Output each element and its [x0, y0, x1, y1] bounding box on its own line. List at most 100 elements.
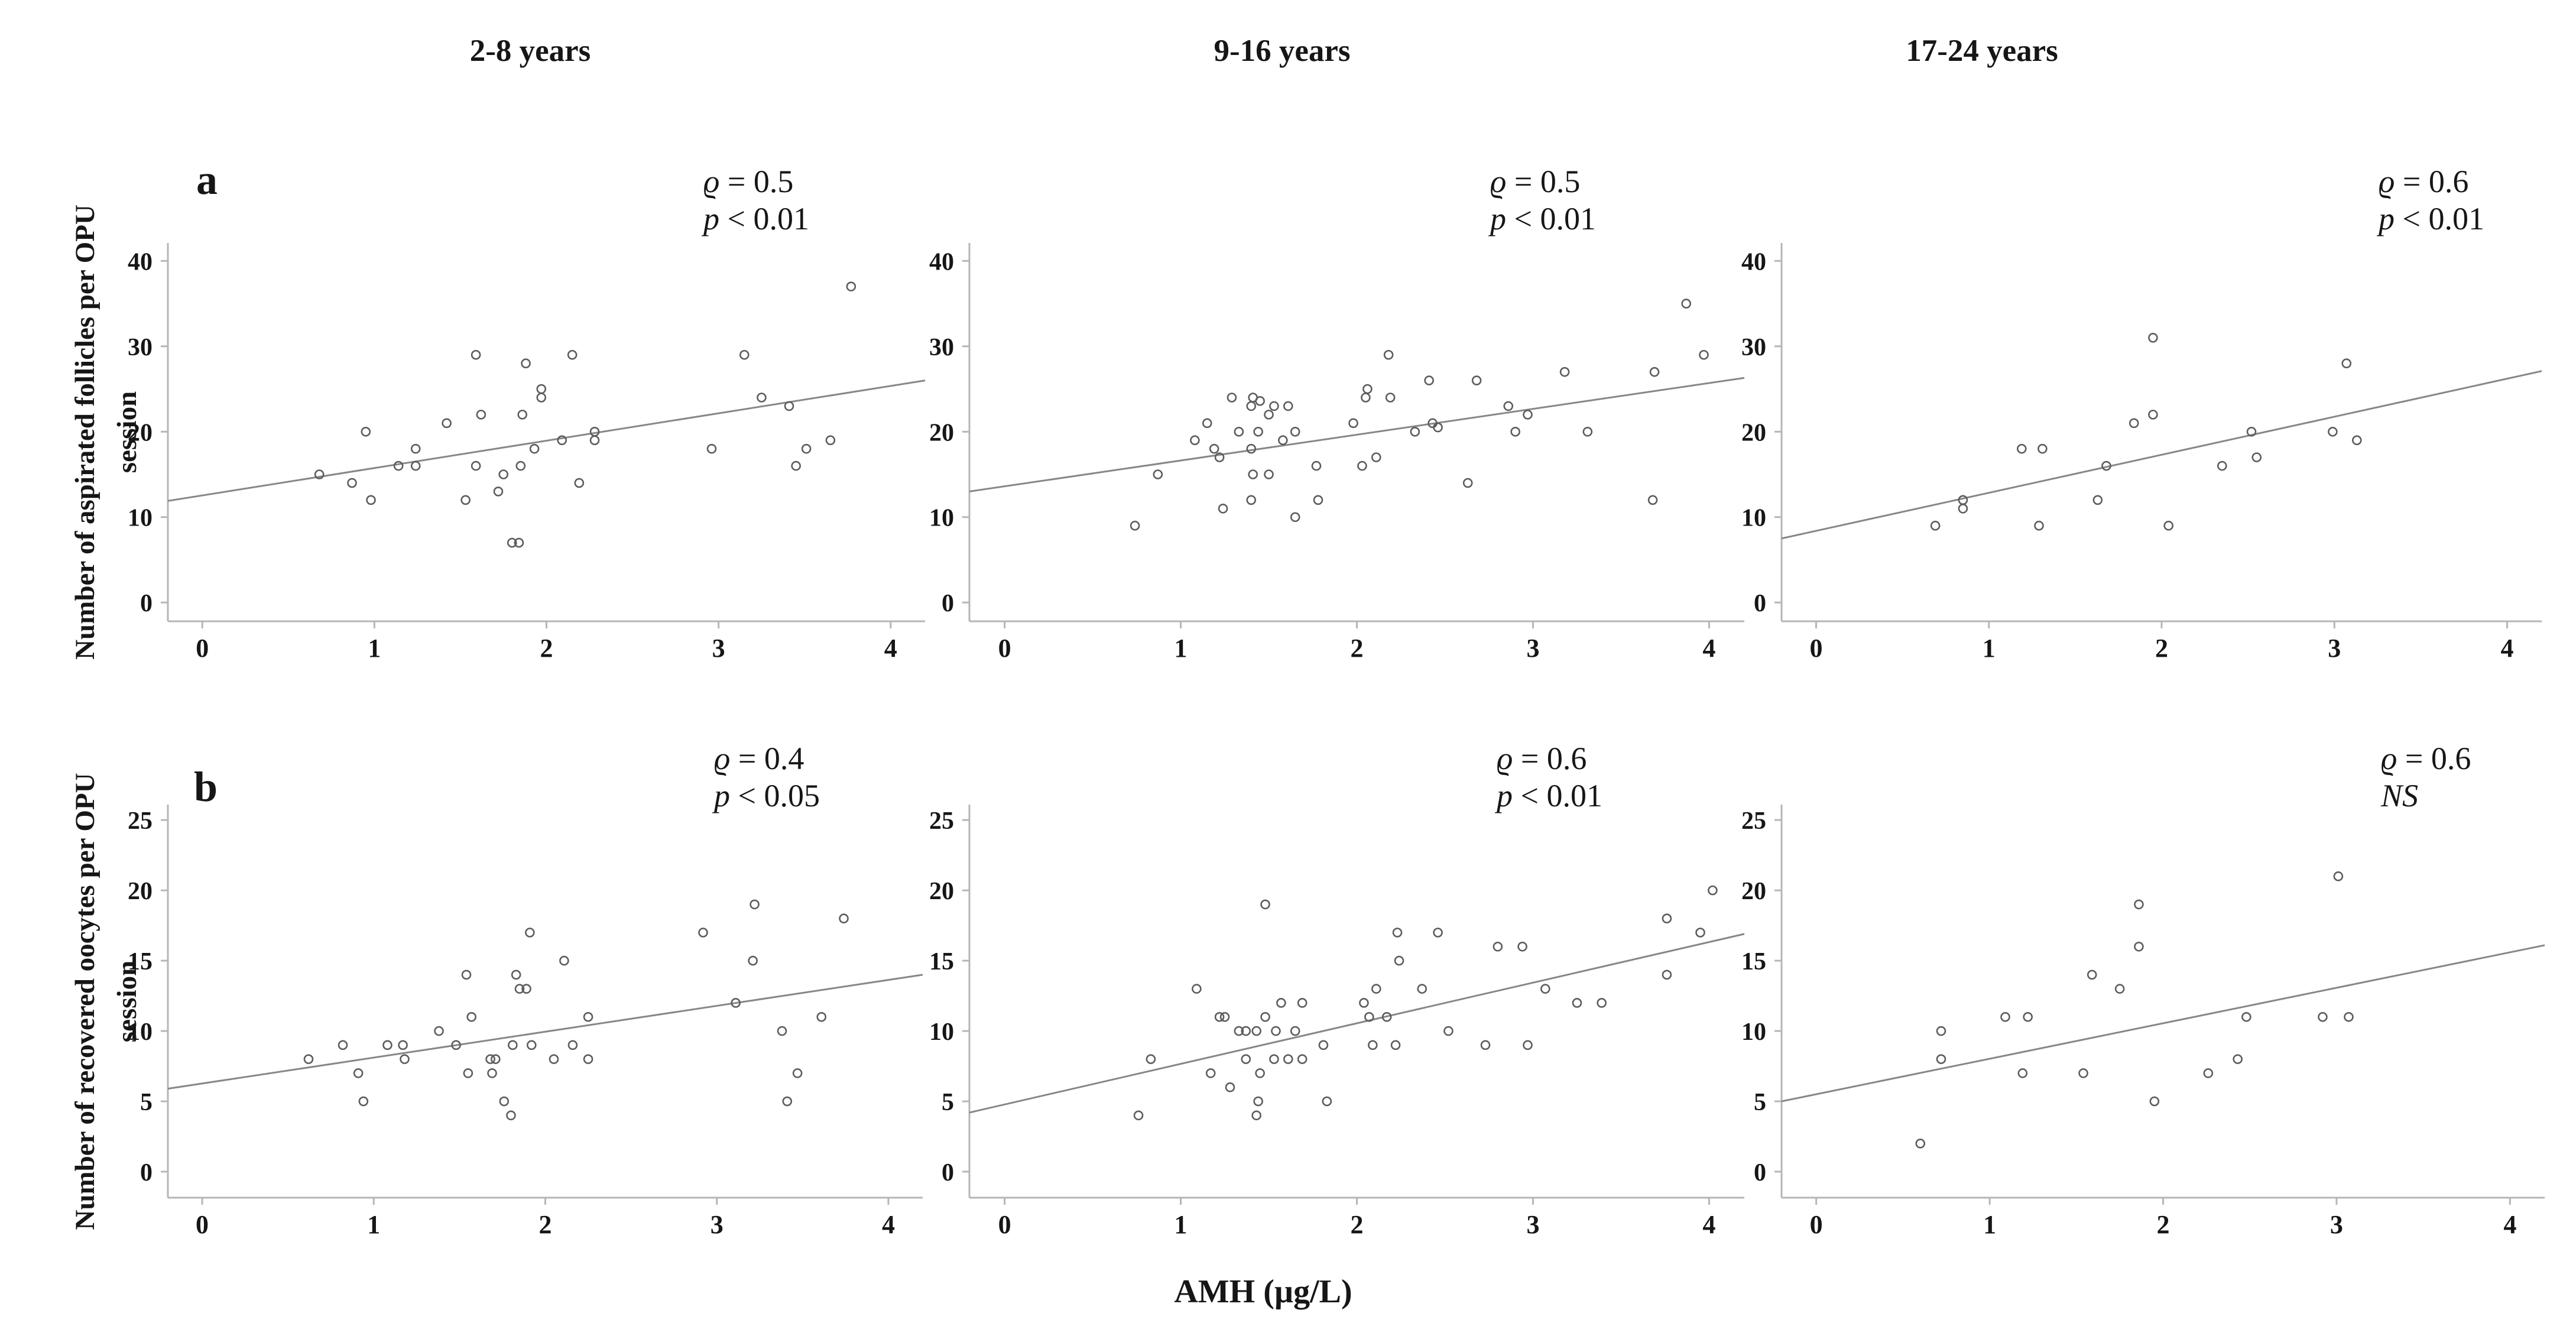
annotation-b1-rho: ϱ = 0.4 [714, 741, 804, 776]
svg-text:3: 3 [2328, 634, 2341, 663]
svg-text:10: 10 [929, 1019, 954, 1046]
scatter-plot-follicles-17-24: 0 10 20 30 40 0 1 2 3 4 [1741, 243, 2542, 663]
svg-text:0: 0 [998, 1210, 1011, 1239]
rho-symbol: ϱ [2379, 164, 2395, 199]
svg-text:1: 1 [1175, 1210, 1188, 1239]
rho-symbol: ϱ [703, 164, 720, 199]
svg-text:1: 1 [367, 1210, 380, 1239]
scatter-plot-oocytes-17-24: 0 5 10 15 20 25 0 1 2 3 4 [1741, 805, 2545, 1239]
svg-text:30: 30 [929, 334, 954, 361]
svg-text:5: 5 [942, 1089, 954, 1116]
annotation-a3: ϱ = 0.6 p < 0.01 [2379, 163, 2484, 238]
svg-text:10: 10 [128, 505, 153, 532]
svg-text:1: 1 [1175, 634, 1188, 663]
rho-symbol: ϱ [714, 741, 731, 776]
svg-text:0: 0 [196, 634, 209, 663]
svg-text:20: 20 [929, 878, 954, 905]
svg-text:20: 20 [929, 419, 954, 446]
annotation-a1-p: p < 0.01 [703, 201, 809, 236]
svg-text:15: 15 [929, 948, 954, 975]
svg-text:1: 1 [1983, 1210, 1996, 1239]
svg-text:5: 5 [1754, 1089, 1766, 1116]
svg-text:0: 0 [1810, 1210, 1823, 1239]
svg-text:2: 2 [1351, 634, 1364, 663]
svg-text:2: 2 [2157, 1210, 2170, 1239]
svg-text:2: 2 [2155, 634, 2168, 663]
svg-text:30: 30 [1741, 334, 1766, 361]
p-symbol: p [2379, 201, 2395, 236]
annotation-a1: ϱ = 0.5 p < 0.01 [703, 163, 809, 238]
svg-text:3: 3 [1526, 634, 1539, 663]
svg-text:25: 25 [1741, 808, 1766, 835]
svg-text:2: 2 [540, 634, 553, 663]
svg-text:0: 0 [998, 634, 1011, 663]
annotation-a2-p: p < 0.01 [1490, 201, 1596, 236]
panel-letter-b: b [194, 763, 218, 810]
p-symbol: p [1490, 201, 1506, 236]
annotation-b1-p: p < 0.05 [714, 778, 820, 813]
annotation-a3-p: p < 0.01 [2379, 201, 2484, 236]
svg-text:1: 1 [1983, 634, 1996, 663]
column-header-9-16-years: 9-16 years [1214, 34, 1351, 68]
svg-text:4: 4 [882, 1210, 895, 1239]
svg-text:2: 2 [1351, 1210, 1364, 1239]
svg-text:10: 10 [1741, 505, 1766, 532]
svg-text:3: 3 [710, 1210, 724, 1239]
svg-text:4: 4 [1702, 1210, 1715, 1239]
svg-text:0: 0 [196, 1210, 209, 1239]
annotation-a1-rho: ϱ = 0.5 [703, 164, 794, 199]
svg-text:20: 20 [1741, 878, 1766, 905]
annotation-b2-p: p < 0.01 [1497, 778, 1602, 813]
annotation-b2: ϱ = 0.6 p < 0.01 [1497, 740, 1602, 815]
svg-text:0: 0 [1809, 634, 1822, 663]
svg-text:0: 0 [1754, 590, 1766, 617]
x-axis-label: AMH (µg/L) [1174, 1273, 1352, 1310]
svg-text:10: 10 [1741, 1019, 1766, 1046]
svg-text:25: 25 [929, 808, 954, 835]
svg-text:25: 25 [128, 808, 153, 835]
y-axis-label-oocytes: Number of recovered oocytes per OPU sess… [64, 773, 148, 1230]
svg-text:3: 3 [2330, 1210, 2343, 1239]
svg-text:0: 0 [140, 1159, 153, 1186]
svg-text:3: 3 [712, 634, 725, 663]
p-symbol: p [1497, 778, 1513, 813]
scatter-plot-oocytes-2-8: 0 5 10 15 20 25 0 1 2 3 4 [128, 805, 923, 1239]
svg-text:0: 0 [942, 1159, 954, 1186]
svg-text:0: 0 [140, 590, 153, 617]
svg-text:15: 15 [1741, 948, 1766, 975]
rho-symbol: ϱ [2381, 741, 2397, 776]
rho-symbol: ϱ [1497, 741, 1513, 776]
annotation-b3-rho: ϱ = 0.6 [2381, 741, 2471, 776]
annotation-b2-rho: ϱ = 0.6 [1497, 741, 1587, 776]
svg-text:4: 4 [2503, 1210, 2516, 1239]
annotation-a2-rho: ϱ = 0.5 [1490, 164, 1581, 199]
panel-letter-a: a [196, 156, 218, 203]
svg-text:40: 40 [128, 248, 153, 275]
svg-text:4: 4 [1702, 634, 1715, 663]
svg-text:20: 20 [128, 419, 153, 446]
svg-text:20: 20 [128, 878, 153, 905]
svg-text:15: 15 [128, 948, 153, 975]
svg-text:0: 0 [942, 590, 954, 617]
y-axis-label-follicles-line1: Number of aspirated follicles per OPU [70, 205, 100, 660]
scatter-plot-oocytes-9-16: 0 5 10 15 20 25 0 1 2 3 4 [929, 805, 1745, 1239]
svg-text:4: 4 [2501, 634, 2514, 663]
svg-text:3: 3 [1526, 1210, 1539, 1239]
column-header-17-24-years: 17-24 years [1906, 34, 2058, 68]
y-axis-label-oocytes-line1: Number of recovered oocytes per OPU [70, 773, 100, 1230]
svg-text:10: 10 [128, 1019, 153, 1046]
svg-text:1: 1 [368, 634, 381, 663]
p-symbol: p [703, 201, 719, 236]
p-symbol: p [714, 778, 730, 813]
annotation-a2: ϱ = 0.5 p < 0.01 [1490, 163, 1596, 238]
rho-symbol: ϱ [1490, 164, 1507, 199]
svg-text:40: 40 [1741, 248, 1766, 275]
annotation-b1: ϱ = 0.4 p < 0.05 [714, 740, 820, 815]
svg-text:30: 30 [128, 334, 153, 361]
scatter-plot-follicles-9-16: 0 10 20 30 40 0 1 2 3 4 [929, 243, 1745, 663]
ns-label: NS [2381, 778, 2419, 813]
column-header-2-8-years: 2-8 years [469, 34, 591, 68]
annotation-b3: ϱ = 0.6 NS [2381, 740, 2471, 815]
svg-text:40: 40 [929, 248, 954, 275]
